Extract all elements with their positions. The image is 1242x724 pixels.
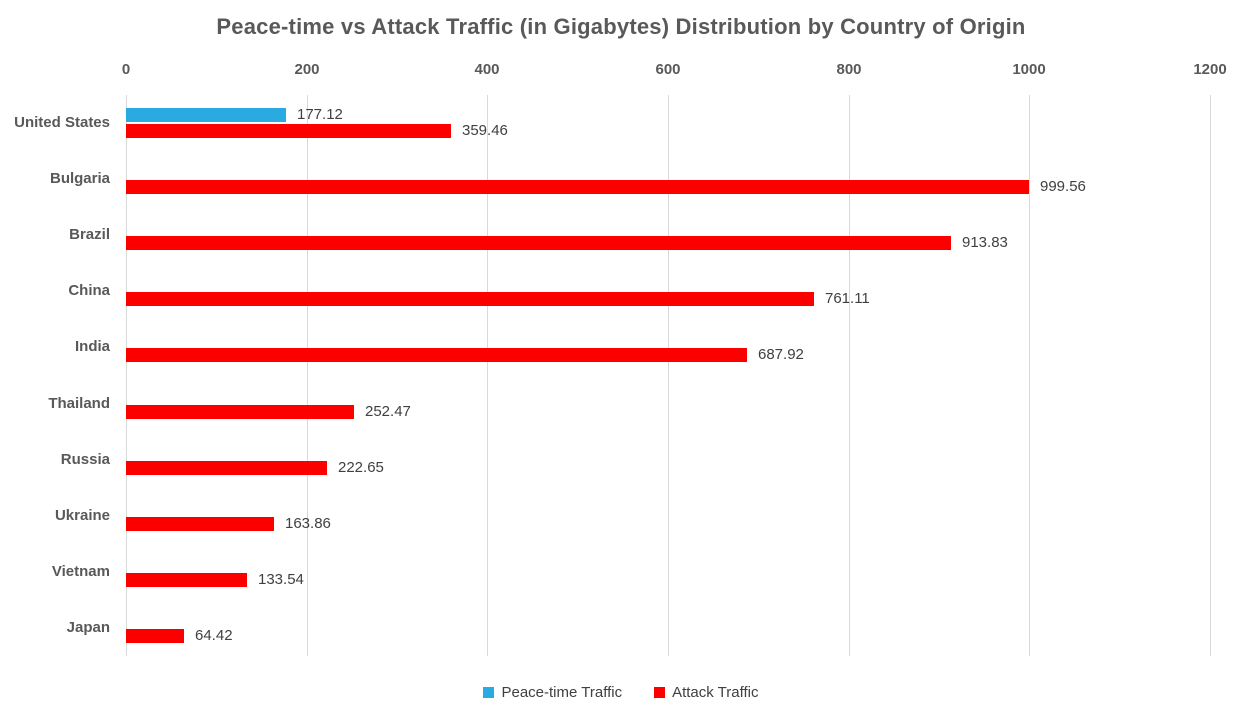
- peace-time-bar-united-states: [126, 108, 286, 122]
- legend-label-peace-time: Peace-time Traffic: [501, 684, 623, 701]
- x-tick-label: 200: [294, 61, 320, 78]
- attack-bar-brazil: [126, 236, 951, 250]
- attack-bar-japan: [126, 629, 184, 643]
- x-tick-label: 1200: [1193, 61, 1227, 78]
- legend-item-attack-traffic: Attack Traffic: [654, 684, 759, 701]
- x-tick-label: 800: [836, 61, 862, 78]
- category-label-china: China: [68, 282, 110, 299]
- value-label: 64.42: [195, 627, 233, 644]
- x-tick-label: 1000: [1012, 61, 1046, 78]
- grid-line-400: [487, 95, 488, 656]
- value-label: 177.12: [297, 106, 343, 123]
- y-axis-category-labels: United States Bulgaria Brazil China India Tha…: [0, 0, 112, 724]
- grid-line-0: [126, 95, 127, 656]
- value-label: 222.65: [338, 459, 384, 476]
- category-label-brazil: Brazil: [69, 226, 110, 243]
- attack-bar-vietnam: [126, 573, 247, 587]
- grid-line-1000: [1029, 95, 1030, 656]
- legend-item-peace-time-traffic: Peace-time Traffic: [483, 684, 622, 701]
- value-label: 761.11: [825, 290, 870, 307]
- category-label-ukraine: Ukraine: [54, 507, 110, 524]
- attack-bar-united-states: [126, 124, 451, 138]
- attack-swatch-icon: [654, 687, 666, 698]
- peace-time-swatch-icon: [483, 687, 495, 698]
- attack-bar-china: [126, 292, 814, 306]
- attack-bar-india: [126, 348, 747, 362]
- grid-line-200: [307, 95, 308, 656]
- value-label: 359.46: [462, 122, 508, 139]
- plot-area: 177.12 359.46 999.56 913.83 761.11 687.92 252.…: [126, 95, 1211, 656]
- legend-label-attack: Attack Traffic: [672, 684, 759, 701]
- chart-title: Peace-time vs Attack Traffic (in Gigabyt…: [216, 14, 1026, 39]
- grid-line-800: [849, 95, 850, 656]
- category-label-india: India: [74, 338, 110, 355]
- value-label: 163.86: [285, 515, 331, 532]
- value-label: 999.56: [1040, 178, 1086, 195]
- grid-line-600: [668, 95, 669, 656]
- legend: Peace-time Traffic Attack Traffic: [0, 684, 1242, 701]
- category-label-russia: Russia: [60, 451, 110, 468]
- attack-bar-bulgaria: [126, 180, 1029, 194]
- attack-bar-thailand: [126, 405, 354, 419]
- value-label: 252.47: [365, 403, 411, 420]
- category-label-united-states: United States: [14, 114, 110, 131]
- value-label: 913.83: [962, 234, 1008, 251]
- attack-bar-ukraine: [126, 517, 274, 531]
- category-label-japan: Japan: [66, 619, 110, 636]
- category-label-thailand: Thailand: [48, 395, 110, 412]
- x-tick-label: 400: [474, 61, 500, 78]
- value-label: 687.92: [758, 346, 804, 363]
- grid-line-1200: [1210, 95, 1211, 656]
- value-label: 133.54: [258, 571, 304, 588]
- x-tick-label: 600: [655, 61, 681, 78]
- x-axis-ticks: 0 200 400 600 800 1000 1200: [0, 61, 1242, 81]
- x-tick-label: 0: [121, 61, 131, 78]
- category-label-bulgaria: Bulgaria: [49, 170, 110, 187]
- attack-bar-russia: [126, 461, 327, 475]
- category-label-vietnam: Vietnam: [51, 563, 110, 580]
